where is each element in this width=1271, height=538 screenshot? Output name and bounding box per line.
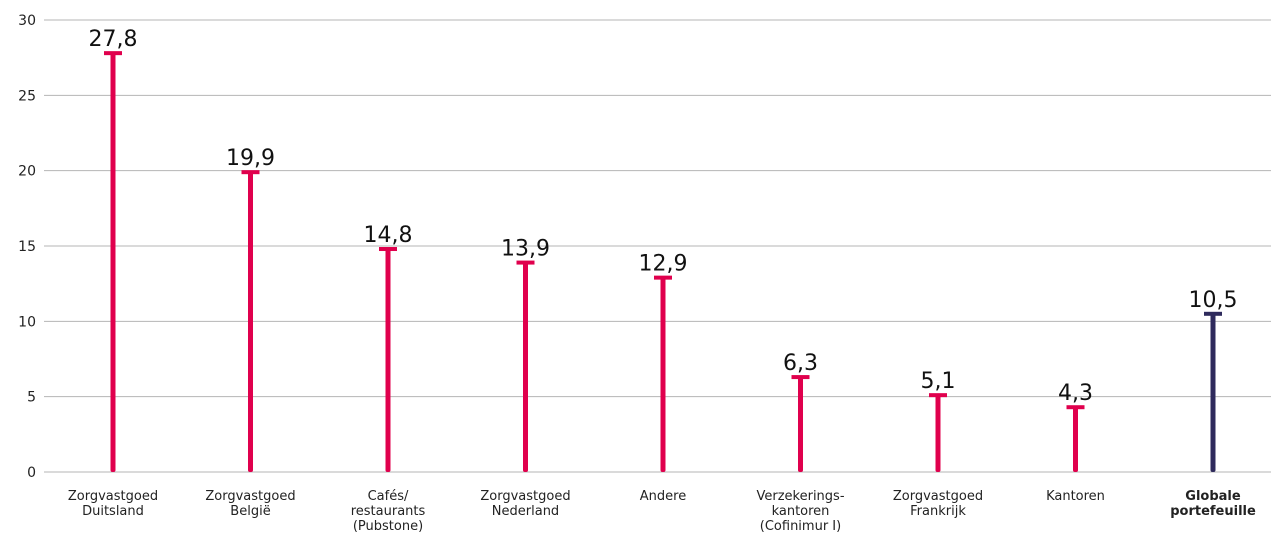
x-category-line: Zorgvastgoed	[205, 489, 295, 504]
y-tick-label: 30	[18, 13, 36, 29]
value-labels: 27,8 19,9 14,8 13,9 12,9 6,3 5,1 4,3 10,5	[89, 27, 1238, 406]
x-category-line: Zorgvastgoed	[893, 489, 983, 504]
y-tick-label: 10	[18, 314, 36, 330]
bar	[1210, 313, 1216, 472]
x-category-line: Duitsland	[82, 504, 144, 519]
value-label: 27,8	[89, 27, 138, 52]
value-label: 5,1	[921, 369, 956, 394]
x-category-line: (Cofinimur I)	[760, 519, 841, 534]
x-category-label: Zorgvastgoed Nederland	[480, 489, 570, 519]
value-label: 19,9	[226, 146, 275, 171]
bar	[935, 395, 941, 472]
x-category-line: Cafés/	[368, 489, 409, 504]
bar-cap	[241, 170, 260, 175]
bar	[1073, 407, 1078, 472]
y-tick-label: 20	[18, 164, 36, 180]
value-label: 14,8	[364, 223, 413, 248]
x-category-label: Zorgvastgoed Duitsland	[68, 489, 158, 519]
bar-cap	[379, 247, 397, 252]
x-category-label: Zorgvastgoed België	[205, 489, 295, 519]
x-category-line: Globale	[1185, 489, 1241, 504]
x-category-line: Verzekerings-	[756, 489, 844, 504]
x-category-label: Globale portefeuille	[1170, 489, 1256, 519]
bar-cap	[104, 51, 122, 56]
bar	[798, 377, 803, 472]
y-tick-label: 0	[27, 465, 36, 481]
x-category-label: Zorgvastgoed Frankrijk	[893, 489, 983, 519]
x-category-line: Zorgvastgoed	[68, 489, 158, 504]
y-axis-ticks: 0 5 10 15 20 25 30	[18, 13, 36, 481]
bar-cap	[516, 260, 535, 265]
x-category-line: kantoren	[772, 504, 830, 519]
value-label: 6,3	[783, 351, 818, 376]
bar	[523, 262, 528, 472]
x-category-line: restaurants	[351, 504, 426, 519]
y-tick-label: 5	[27, 390, 36, 406]
x-category-label: Kantoren	[1046, 489, 1105, 504]
bar	[660, 277, 666, 472]
bar-cap	[791, 375, 810, 380]
y-tick-label: 15	[18, 239, 36, 255]
bar-cap	[654, 275, 672, 280]
x-category-line: portefeuille	[1170, 504, 1256, 519]
x-category-label: Verzekerings-kantoren (Cofinimur I)	[756, 489, 844, 534]
bar	[385, 249, 391, 472]
x-category-line: Kantoren	[1046, 489, 1105, 504]
bar	[248, 172, 253, 472]
bar	[110, 53, 116, 472]
bar-cap	[1066, 405, 1085, 410]
value-label: 12,9	[639, 252, 688, 277]
bars	[104, 51, 1222, 472]
bar-cap	[1204, 311, 1222, 316]
value-label: 13,9	[501, 237, 550, 262]
x-category-line: Nederland	[492, 504, 559, 519]
x-category-line: (Pubstone)	[353, 519, 423, 534]
y-tick-label: 25	[18, 88, 36, 104]
x-category-line: België	[230, 504, 270, 519]
x-category-line: Andere	[640, 489, 686, 504]
bar-cap	[929, 393, 947, 398]
x-category-line: Zorgvastgoed	[480, 489, 570, 504]
x-category-line: Frankrijk	[910, 504, 966, 519]
value-label: 4,3	[1058, 381, 1093, 406]
x-category-label: Andere	[640, 489, 686, 504]
x-category-label: Cafés/restaurants (Pubstone)	[351, 489, 426, 534]
value-label: 10,5	[1189, 288, 1238, 313]
